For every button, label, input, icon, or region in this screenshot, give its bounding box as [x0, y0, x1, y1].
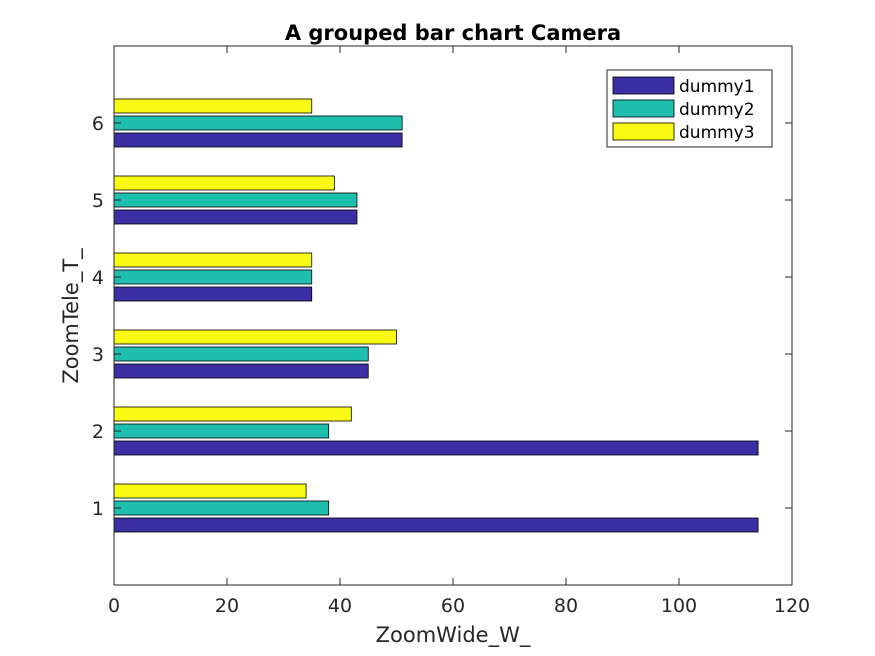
- bar-dummy1-cat-4: [113, 286, 313, 302]
- bar-dummy2-cat-2: [113, 423, 330, 439]
- bar-dummy3-cat-4: [113, 252, 313, 268]
- bar-dummy1-cat-3: [113, 363, 369, 379]
- bar-dummy2-cat-5: [113, 192, 358, 208]
- bar-dummy2-cat-6: [113, 115, 403, 131]
- legend-label-dummy2: dummy2: [679, 100, 755, 120]
- y-tick-label: 6: [92, 113, 104, 135]
- bar-dummy1-cat-2: [113, 440, 759, 456]
- x-tick-label: 40: [328, 595, 352, 617]
- legend-label-dummy1: dummy1: [679, 77, 755, 97]
- y-tick-label: 1: [92, 498, 104, 520]
- x-axis-label: ZoomWide_W_: [376, 623, 531, 648]
- legend-swatch-dummy1: [612, 76, 675, 95]
- bar-dummy3-cat-1: [113, 483, 307, 499]
- x-tick-label: 20: [215, 595, 239, 617]
- bar-dummy1-cat-6: [113, 132, 403, 148]
- bars-layer: [113, 98, 759, 533]
- y-tick-label: 3: [92, 344, 104, 366]
- x-tick-label: 60: [441, 595, 465, 617]
- bar-dummy2-cat-4: [113, 269, 313, 285]
- bar-dummy3-cat-6: [113, 98, 313, 114]
- x-tick-label: 100: [661, 595, 697, 617]
- bar-dummy3-cat-3: [113, 329, 397, 345]
- ticks-layer: 0 20 40 60 80 100 120 1 2 3 4 5 6: [92, 46, 810, 617]
- bar-dummy1-cat-1: [113, 517, 759, 533]
- x-tick-label: 0: [108, 595, 120, 617]
- y-tick-label: 4: [92, 267, 104, 289]
- legend-swatch-dummy3: [612, 122, 675, 141]
- bar-dummy2-cat-1: [113, 500, 330, 516]
- legend: dummy1 dummy2 dummy3: [606, 69, 773, 148]
- x-tick-label: 80: [554, 595, 578, 617]
- bar-dummy1-cat-5: [113, 209, 358, 225]
- chart-title: A grouped bar chart Camera: [285, 21, 621, 45]
- y-tick-label: 2: [92, 421, 104, 443]
- bar-dummy3-cat-2: [113, 406, 352, 422]
- legend-swatch-dummy2: [612, 99, 675, 118]
- y-axis-label: ZoomTele_T_: [59, 248, 84, 384]
- bar-dummy3-cat-5: [113, 175, 335, 191]
- x-tick-label: 120: [774, 595, 810, 617]
- bar-dummy2-cat-3: [113, 346, 369, 362]
- y-tick-label: 5: [92, 190, 104, 212]
- legend-label-dummy3: dummy3: [679, 123, 755, 143]
